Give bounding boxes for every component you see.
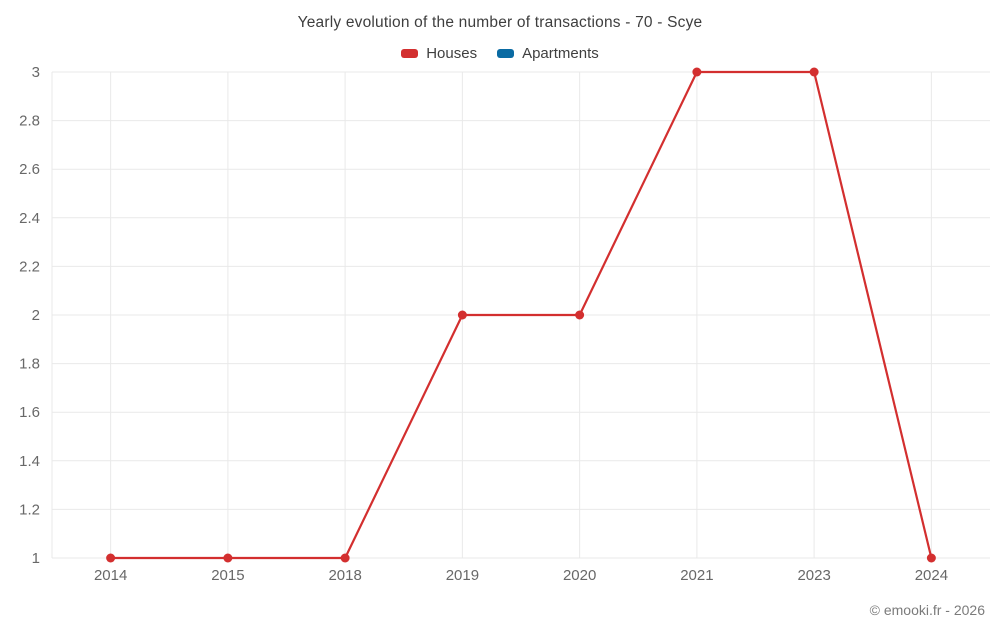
houses-swatch-icon <box>401 49 419 58</box>
data-point[interactable] <box>575 310 585 320</box>
data-point[interactable] <box>340 553 350 563</box>
data-point[interactable] <box>457 310 467 320</box>
x-tick-label: 2020 <box>563 567 596 584</box>
y-tick-label: 1.2 <box>19 501 40 518</box>
legend-label-houses: Houses <box>426 45 478 62</box>
y-tick-label: 2 <box>32 307 40 324</box>
data-point[interactable] <box>926 553 936 563</box>
chart-legend: Houses Apartments <box>0 45 1000 62</box>
data-point[interactable] <box>223 553 233 563</box>
x-tick-label: 2021 <box>680 567 713 584</box>
y-tick-label: 1.6 <box>19 404 40 421</box>
chart-title: Yearly evolution of the number of transa… <box>297 14 703 31</box>
data-point[interactable] <box>106 553 116 563</box>
y-tick-label: 1.4 <box>19 453 40 470</box>
y-tick-label: 2.8 <box>19 113 40 130</box>
x-tick-label: 2023 <box>797 567 830 584</box>
x-tick-label: 2014 <box>94 567 127 584</box>
legend-item-apartments[interactable]: Apartments <box>497 45 599 62</box>
legend-label-apartments: Apartments <box>522 45 599 62</box>
apartments-swatch-icon <box>497 49 515 58</box>
watermark-credit: © emooki.fr - 2026 <box>869 602 985 618</box>
data-point[interactable] <box>809 67 819 77</box>
legend-item-houses[interactable]: Houses <box>401 45 477 62</box>
series-line-houses <box>109 70 933 560</box>
y-tick-label: 2.2 <box>19 258 40 275</box>
x-tick-label: 2019 <box>446 567 479 584</box>
y-tick-label: 3 <box>32 64 40 81</box>
axis-labels: 1 1.2 1.4 1.6 1.8 2 2.2 2.4 2.6 2.8 3 2014 2015 2018 2… <box>19 64 948 584</box>
y-tick-label: 2.4 <box>19 210 40 227</box>
x-tick-label: 2018 <box>328 567 361 584</box>
x-tick-label: 2015 <box>211 567 244 584</box>
y-tick-label: 1 <box>32 550 40 567</box>
y-tick-label: 1.8 <box>19 356 40 373</box>
x-tick-label: 2024 <box>915 567 948 584</box>
y-tick-label: 2.6 <box>19 161 40 178</box>
data-point[interactable] <box>692 67 702 77</box>
